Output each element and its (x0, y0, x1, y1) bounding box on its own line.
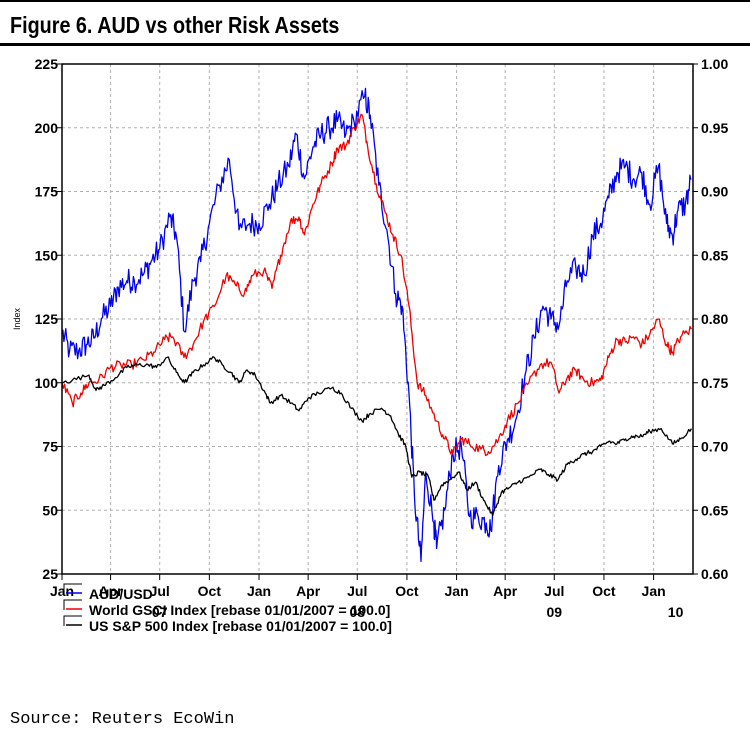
chart-ticks: Jan Apr Jul 07 Oct Jan Apr Jul 08 Oct Jan Apr Jul 09 O… (35, 56, 729, 620)
y-right-tick-label: 0.85 (701, 247, 728, 263)
series-line-2 (61, 113, 692, 457)
x-year-label: 08 (349, 604, 365, 620)
x-tick-label: Oct (198, 583, 222, 599)
legend-entry: World GSCI Index [rebase 01/01/2007 = 10… (89, 602, 390, 618)
x-year-label: 07 (152, 604, 168, 620)
x-tick-label: Apr (296, 583, 321, 599)
legend-bracket (63, 599, 82, 610)
y-left-tick-label: 150 (35, 247, 59, 263)
legend-bracket (63, 583, 82, 594)
x-year-label: 09 (546, 604, 562, 620)
legend-entry: AUD/USD (89, 586, 153, 602)
x-year-label: 10 (668, 604, 684, 620)
figure-title: Figure 6. AUD vs other Risk Assets (10, 12, 340, 38)
y-right-tick-label: 0.80 (701, 311, 728, 327)
chart-series (61, 87, 692, 562)
x-tick-label: Apr (99, 583, 124, 599)
y-left-tick-label: 125 (35, 311, 59, 327)
x-tick-label: Jan (50, 583, 74, 599)
y-right-tick-label: 1.00 (701, 56, 728, 72)
y-left-tick-label: 25 (42, 566, 58, 582)
y-right-tick-label: 0.70 (701, 439, 728, 455)
legend-entry: US S&P 500 Index [rebase 01/01/2007 = 10… (89, 618, 392, 634)
x-tick-label: Apr (493, 583, 518, 599)
x-tick-label: Jul (544, 583, 564, 599)
x-tick-label: Jan (247, 583, 271, 599)
figure-title-bar: Figure 6. AUD vs other Risk Assets (0, 0, 750, 46)
source-note: Source: Reuters EcoWin (10, 710, 235, 729)
y-axis-label: Index (12, 307, 22, 330)
y-right-tick-label: 0.75 (701, 375, 728, 391)
y-left-tick-label: 225 (35, 56, 59, 72)
x-tick-label: Oct (592, 583, 616, 599)
y-right-tick-label: 0.90 (701, 184, 728, 200)
y-right-tick-label: 0.60 (701, 566, 728, 582)
y-left-tick-label: 50 (42, 502, 58, 518)
y-right-tick-label: 0.65 (701, 502, 728, 518)
y-left-tick-label: 100 (35, 375, 59, 391)
x-tick-label: Jan (445, 583, 469, 599)
x-tick-label: Oct (395, 583, 419, 599)
line-chart: Jan Apr Jul 07 Oct Jan Apr Jul 08 Oct Jan Apr Jul 09 O… (12, 56, 729, 634)
x-tick-label: Jan (642, 583, 666, 599)
series-line-3 (61, 356, 692, 517)
chart-grid (62, 64, 693, 574)
x-tick-label: Jul (347, 583, 367, 599)
y-left-tick-label: 75 (42, 439, 58, 455)
y-right-tick-label: 0.95 (701, 120, 728, 136)
y-left-tick-label: 175 (35, 184, 59, 200)
series-line-1 (61, 87, 692, 562)
legend-bracket (63, 615, 82, 626)
x-tick-label: Jul (150, 583, 170, 599)
y-left-tick-label: 200 (35, 120, 59, 136)
